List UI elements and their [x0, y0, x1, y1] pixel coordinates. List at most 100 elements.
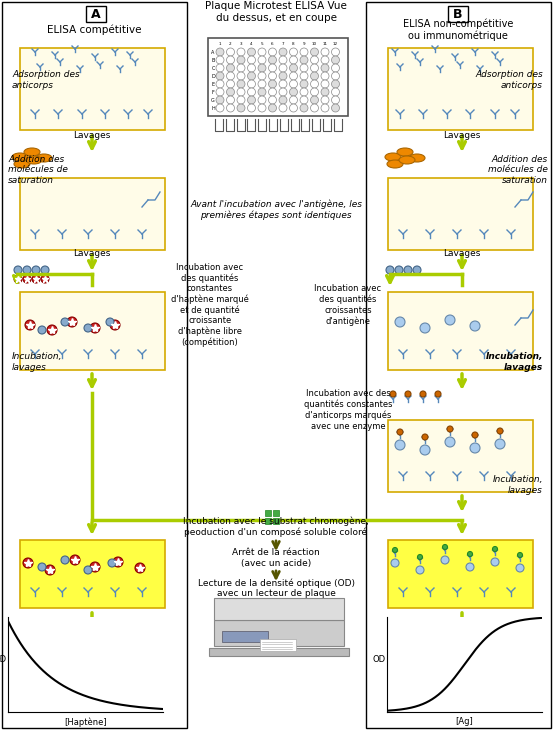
Bar	[20, 540, 165, 608]
Circle shape	[497, 428, 503, 434]
Circle shape	[269, 56, 276, 64]
Circle shape	[237, 48, 245, 56]
Circle shape	[227, 96, 234, 104]
Circle shape	[23, 266, 31, 274]
Text: 8: 8	[292, 42, 295, 46]
Bar	[20, 178, 165, 250]
Circle shape	[321, 88, 329, 96]
Bar	[388, 48, 533, 130]
Bar	[265, 510, 271, 516]
Circle shape	[23, 558, 33, 568]
Circle shape	[397, 429, 403, 435]
Circle shape	[258, 56, 266, 64]
Text: Lavages: Lavages	[444, 131, 481, 139]
Circle shape	[290, 64, 298, 72]
Circle shape	[269, 104, 276, 112]
Circle shape	[420, 445, 430, 455]
Circle shape	[300, 72, 308, 80]
Circle shape	[405, 391, 411, 397]
Circle shape	[445, 315, 455, 325]
Circle shape	[227, 104, 234, 112]
Circle shape	[300, 64, 308, 72]
Circle shape	[237, 72, 245, 80]
Circle shape	[386, 266, 394, 274]
Circle shape	[47, 325, 57, 335]
Circle shape	[227, 48, 234, 56]
Circle shape	[300, 80, 308, 88]
Circle shape	[310, 104, 319, 112]
Circle shape	[216, 56, 224, 64]
Circle shape	[279, 64, 287, 72]
Text: Incubation,
lavages: Incubation, lavages	[12, 353, 62, 372]
Circle shape	[14, 275, 22, 283]
Circle shape	[279, 96, 287, 104]
Text: 6: 6	[271, 42, 274, 46]
Circle shape	[470, 443, 480, 453]
Circle shape	[269, 48, 276, 56]
Circle shape	[290, 56, 298, 64]
Circle shape	[404, 266, 412, 274]
Text: H: H	[211, 106, 215, 110]
Circle shape	[331, 72, 340, 80]
Circle shape	[67, 317, 77, 327]
Bar	[20, 48, 165, 130]
Circle shape	[321, 72, 329, 80]
Bar	[388, 178, 533, 250]
Circle shape	[258, 72, 266, 80]
Circle shape	[321, 56, 329, 64]
Bar	[265, 518, 271, 524]
Text: Incubation avec
des quantités
croissantes
d'antigène: Incubation avec des quantités croissante…	[315, 284, 382, 326]
Circle shape	[495, 439, 505, 449]
Text: 5: 5	[260, 42, 263, 46]
Bar	[2, 2, 187, 728]
Text: D: D	[211, 74, 215, 79]
Circle shape	[391, 559, 399, 567]
Circle shape	[279, 104, 287, 112]
Circle shape	[216, 72, 224, 80]
Circle shape	[84, 324, 92, 332]
Text: 1: 1	[219, 42, 221, 46]
Circle shape	[248, 56, 255, 64]
Circle shape	[216, 88, 224, 96]
Circle shape	[269, 96, 276, 104]
Circle shape	[23, 275, 31, 283]
Text: Incubation,
lavages: Incubation, lavages	[486, 353, 543, 372]
Circle shape	[279, 48, 287, 56]
Circle shape	[416, 566, 424, 574]
Text: Adsorption des
anticorps: Adsorption des anticorps	[12, 70, 80, 90]
Y-axis label: OD: OD	[0, 656, 7, 664]
Circle shape	[113, 557, 123, 567]
Circle shape	[331, 64, 340, 72]
Text: E: E	[211, 82, 215, 86]
Circle shape	[279, 80, 287, 88]
Circle shape	[493, 547, 498, 551]
Circle shape	[38, 563, 46, 571]
Circle shape	[38, 326, 46, 334]
Circle shape	[321, 104, 329, 112]
Circle shape	[300, 96, 308, 104]
Circle shape	[300, 56, 308, 64]
Circle shape	[331, 96, 340, 104]
Circle shape	[237, 64, 245, 72]
Circle shape	[447, 426, 453, 432]
Text: G: G	[211, 98, 215, 102]
Text: B: B	[453, 9, 463, 21]
Bar	[214, 620, 344, 646]
Circle shape	[25, 320, 35, 330]
Text: Avant l'incubation avec l'antigène, les
premières étapes sont identiques: Avant l'incubation avec l'antigène, les …	[190, 200, 362, 220]
Circle shape	[269, 80, 276, 88]
Bar	[20, 292, 165, 370]
Circle shape	[310, 72, 319, 80]
Circle shape	[472, 432, 478, 438]
Circle shape	[395, 266, 403, 274]
Bar	[388, 420, 533, 492]
Circle shape	[290, 104, 298, 112]
Circle shape	[518, 553, 523, 558]
Text: ELISA non-compétitive
ou immunométrique: ELISA non-compétitive ou immunométrique	[403, 19, 513, 42]
Circle shape	[321, 64, 329, 72]
Ellipse shape	[385, 153, 401, 161]
Circle shape	[310, 64, 319, 72]
Circle shape	[108, 559, 116, 567]
Circle shape	[258, 88, 266, 96]
Circle shape	[279, 72, 287, 80]
